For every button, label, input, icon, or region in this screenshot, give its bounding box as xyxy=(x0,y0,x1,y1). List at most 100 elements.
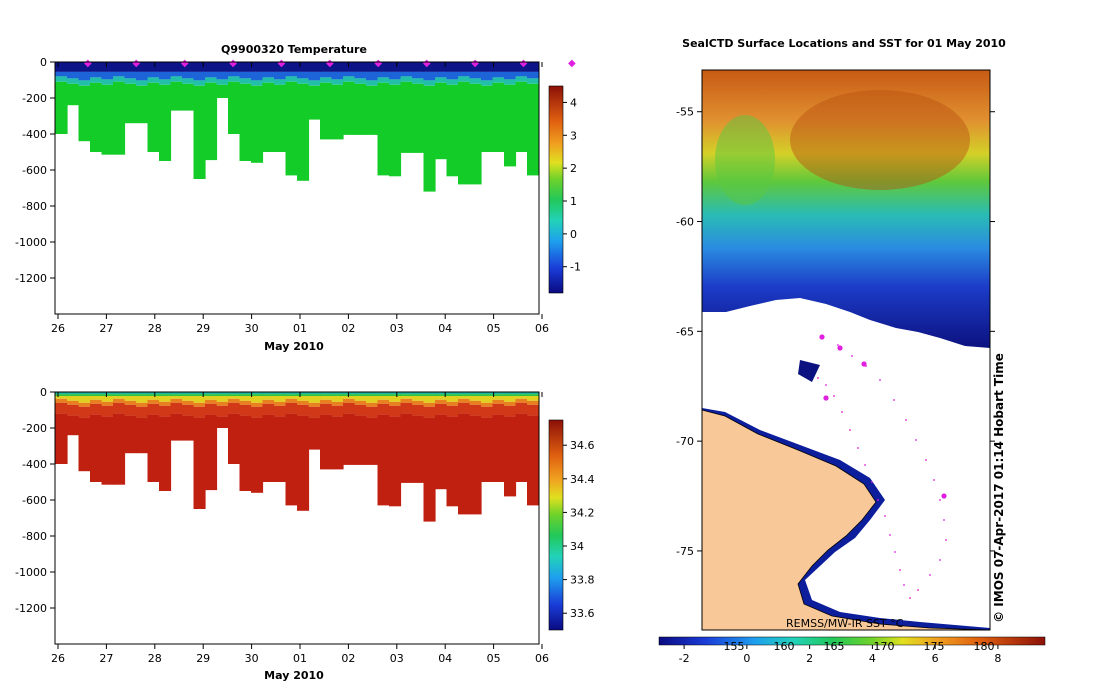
section-cell xyxy=(262,71,275,78)
section-cell xyxy=(308,394,321,396)
section-cell xyxy=(216,62,229,72)
section-cell xyxy=(343,81,356,135)
section-cell xyxy=(331,401,344,406)
seal-location-marker xyxy=(941,493,947,499)
salinity-plot-frame xyxy=(54,391,540,645)
section-cell xyxy=(239,415,252,491)
section-cell xyxy=(343,413,356,465)
section-cell xyxy=(504,62,517,72)
profile-marker: ◆ xyxy=(423,58,431,69)
section-cell xyxy=(170,81,183,111)
section-cell xyxy=(377,399,390,404)
section-cell xyxy=(78,62,91,72)
temperature-plot-frame xyxy=(54,61,540,315)
section-cell xyxy=(389,395,402,402)
section-cell xyxy=(400,62,413,72)
section-cell xyxy=(274,395,287,402)
section-cell xyxy=(262,399,275,404)
section-cell xyxy=(423,406,436,418)
colorbar-tick-label: -1 xyxy=(570,261,581,274)
seal-location-dot xyxy=(933,479,935,481)
section-cell xyxy=(366,402,379,407)
x-tick-label: 06 xyxy=(535,652,549,665)
section-cell xyxy=(159,71,172,80)
section-cell xyxy=(239,395,252,401)
section-cell xyxy=(159,395,172,402)
profile-marker: ◆ xyxy=(326,58,334,69)
section-cell xyxy=(251,406,264,418)
colorbar-tick-label: 2 xyxy=(570,162,577,175)
colorbar-tick-label: 34.2 xyxy=(570,506,595,519)
section-cell xyxy=(297,400,310,405)
section-cell xyxy=(182,62,195,72)
section-cell xyxy=(274,405,287,417)
section-cell xyxy=(423,62,436,72)
section-cell xyxy=(458,81,471,185)
section-cell xyxy=(90,62,103,72)
section-cell xyxy=(216,84,229,98)
section-cell xyxy=(228,398,241,403)
section-cell xyxy=(492,403,505,415)
section-cell xyxy=(366,406,379,418)
section-cell xyxy=(78,402,91,407)
section-cell xyxy=(274,394,287,396)
section-cell xyxy=(308,395,321,403)
section-cell xyxy=(147,395,160,400)
section-cell xyxy=(481,417,494,482)
section-cell xyxy=(469,404,482,416)
section-cell xyxy=(400,395,413,399)
section-cell xyxy=(481,392,494,395)
seal-location-dot xyxy=(894,551,896,553)
lat-tick-label: -75 xyxy=(676,545,694,558)
section-cell xyxy=(147,403,160,415)
seal-location-dot xyxy=(929,574,931,576)
section-cell xyxy=(297,78,310,84)
section-cell xyxy=(423,85,436,192)
imos-credit-label: © IMOS 07-Apr-2017 01:14 Hobart Time xyxy=(992,353,1006,623)
y-tick-label: -400 xyxy=(22,458,47,471)
section-cell xyxy=(55,76,68,82)
section-cell xyxy=(423,417,436,522)
section-cell xyxy=(492,414,505,482)
section-cell xyxy=(331,62,344,72)
section-cell xyxy=(90,414,103,482)
profile-marker: ◆ xyxy=(84,58,92,69)
section-cell xyxy=(124,62,137,72)
seal-location-dot xyxy=(893,399,895,401)
seal-location-dot xyxy=(833,395,835,397)
section-cell xyxy=(435,394,448,396)
section-cell xyxy=(331,416,344,470)
ice-island xyxy=(798,360,820,382)
section-cell xyxy=(101,416,114,485)
section-cell xyxy=(216,71,229,80)
section-cell xyxy=(435,71,448,78)
section-cell xyxy=(412,404,425,416)
seal-location-dot xyxy=(905,419,907,421)
profile-marker: ◆ xyxy=(229,58,237,69)
section-cell xyxy=(228,62,241,72)
section-cell xyxy=(435,414,448,490)
section-cell xyxy=(262,392,275,395)
section-cell xyxy=(377,62,390,72)
section-cell xyxy=(239,394,252,396)
section-cell xyxy=(469,395,482,401)
lon-tick-label: 165 xyxy=(824,640,845,653)
section-cell xyxy=(285,71,298,77)
section-cell xyxy=(423,80,436,86)
section-cell xyxy=(320,71,333,78)
y-tick-label: -1000 xyxy=(15,236,47,249)
section-cell xyxy=(354,62,367,72)
sst-warm-patch xyxy=(790,90,970,190)
section-cell xyxy=(458,398,471,403)
section-cell xyxy=(458,395,471,399)
profile-marker: ◆ xyxy=(278,58,286,69)
section-cell xyxy=(515,62,528,72)
colorbar-tick-label: 0 xyxy=(570,228,577,241)
lat-tick-label: -55 xyxy=(676,106,694,119)
section-cell xyxy=(113,398,126,403)
section-cell xyxy=(515,81,528,152)
section-cell xyxy=(504,401,517,406)
salinity-panel: 0 -200 -400 -600 -800 -1000 -1200 26 27 28 29 30 01… xyxy=(15,386,594,682)
section-cell xyxy=(343,76,356,82)
section-cell xyxy=(423,394,436,396)
